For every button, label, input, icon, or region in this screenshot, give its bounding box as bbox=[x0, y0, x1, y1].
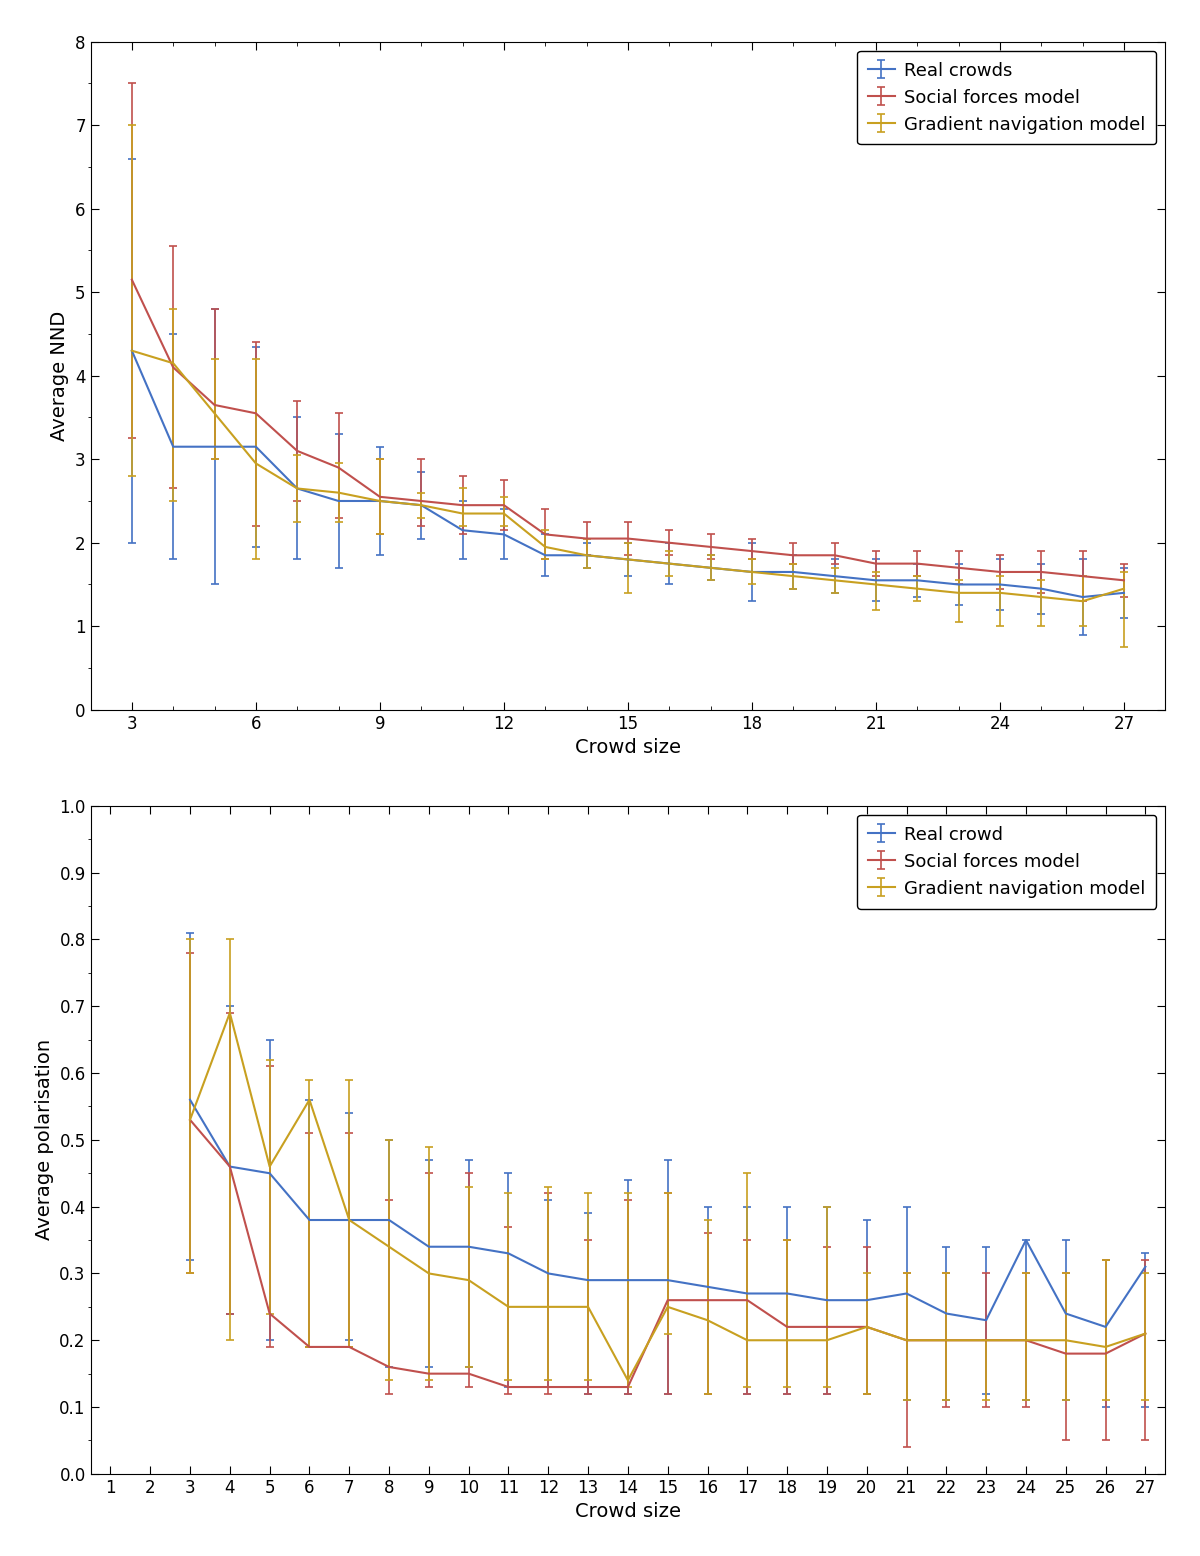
Legend: Real crowd, Social forces model, Gradient navigation model: Real crowd, Social forces model, Gradien… bbox=[857, 815, 1157, 909]
X-axis label: Crowd size: Crowd size bbox=[575, 738, 680, 758]
Y-axis label: Average polarisation: Average polarisation bbox=[35, 1039, 54, 1240]
Legend: Real crowds, Social forces model, Gradient navigation model: Real crowds, Social forces model, Gradie… bbox=[857, 51, 1157, 145]
X-axis label: Crowd size: Crowd size bbox=[575, 1502, 680, 1522]
Y-axis label: Average NND: Average NND bbox=[50, 311, 70, 440]
